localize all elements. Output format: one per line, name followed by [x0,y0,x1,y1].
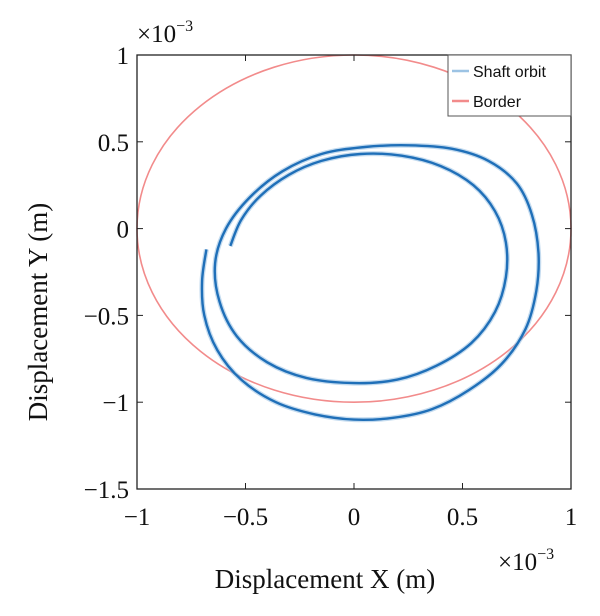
y-tick-label: 0.5 [98,130,129,157]
y-tick-label: −1 [102,390,129,417]
legend-label-shaft-orbit: Shaft orbit [473,64,546,81]
y-axis-label: Displacement Y (m) [23,203,53,421]
shaft-orbit-line [200,144,540,421]
x-axis-label: Displacement X (m) [215,564,435,594]
x-axis-multiplier: ×10−3 [498,546,554,576]
tick-labels: −1 −0.5 0 0.5 110.50−0.5−1−1.5 [84,43,578,531]
x-tick-label: −0.5 [223,504,268,531]
x-tick-label: 0 [348,504,361,531]
x-tick-label: 0.5 [447,504,478,531]
legend: Shaft orbit Border [447,54,572,117]
y-axis-multiplier: ×10−3 [137,18,193,48]
y-tick-label: −1.5 [84,477,129,504]
legend-label-border: Border [473,94,522,111]
y-tick-label: 0 [117,217,130,244]
legend-box [447,54,572,117]
y-tick-label: −0.5 [84,303,129,330]
y-tick-label: 1 [117,43,130,70]
shaft-orbit-halo [199,142,542,423]
x-tick-label: 1 [565,504,578,531]
x-tick-label: −1 [124,504,151,531]
